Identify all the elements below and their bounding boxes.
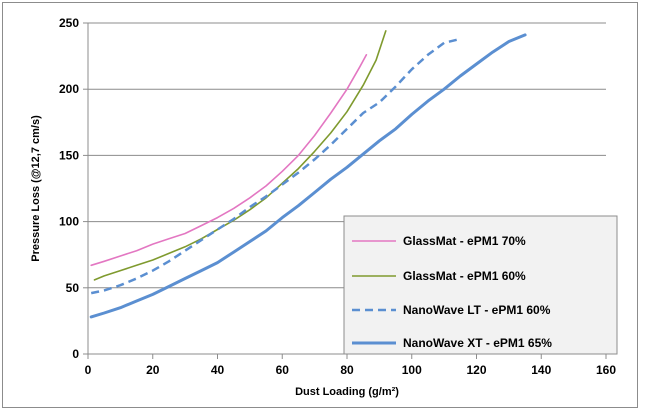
x-tick-label: 0 xyxy=(85,363,92,377)
series-line-2 xyxy=(93,30,387,281)
legend-label-1: GlassMat - ePM1 70% xyxy=(403,234,526,248)
x-tick-label: 60 xyxy=(276,363,290,377)
y-axis-title: Pressure Loss (@12,7 cm/s) xyxy=(30,115,42,262)
y-tick-label: 100 xyxy=(59,215,79,229)
series-line-3 xyxy=(90,37,461,295)
x-axis-title: Dust Loading (g/m²) xyxy=(295,386,399,398)
x-tick-label: 20 xyxy=(146,363,160,377)
series-line-1 xyxy=(90,54,368,267)
legend-label-3: NanoWave LT - ePM1 60% xyxy=(403,303,551,317)
series-lines xyxy=(89,30,527,319)
x-tick-label: 100 xyxy=(402,363,422,377)
x-tick-label: 120 xyxy=(466,363,486,377)
line-chart: 0 50 100 150 200 250 0 20 40 60 80 100 120 140 160 Dus… xyxy=(30,16,618,398)
tick-labels: 0 50 100 150 200 250 0 20 40 60 80 100 120 140 160 xyxy=(59,16,616,377)
x-tick-label: 80 xyxy=(340,363,354,377)
y-tick-label: 50 xyxy=(66,281,80,295)
legend-label-2: GlassMat - ePM1 60% xyxy=(403,269,526,283)
series-line-4 xyxy=(89,33,527,319)
legend-label-4: NanoWave XT - ePM1 65% xyxy=(403,336,552,350)
chart-frame: 0 50 100 150 200 250 0 20 40 60 80 100 120 140 160 Dus… xyxy=(2,2,638,408)
x-tick-label: 40 xyxy=(211,363,225,377)
x-tick-label: 140 xyxy=(531,363,551,377)
y-tick-label: 150 xyxy=(59,148,79,162)
legend-box xyxy=(343,215,618,355)
y-tick-label: 0 xyxy=(72,347,79,361)
y-tick-label: 250 xyxy=(59,16,79,30)
x-tick-label: 160 xyxy=(596,363,616,377)
legend: GlassMat - ePM1 70% GlassMat - ePM1 60% Na… xyxy=(343,215,618,355)
y-tick-label: 200 xyxy=(59,82,79,96)
